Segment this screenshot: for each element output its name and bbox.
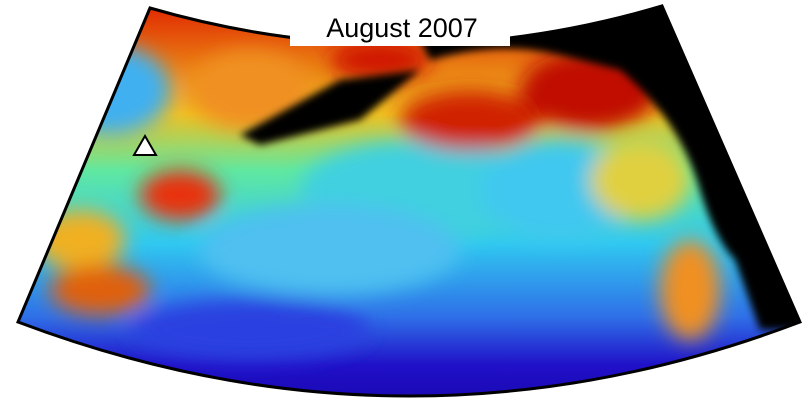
map-title: August 2007 [326, 13, 478, 43]
map: August 2007 [0, 0, 804, 406]
map-area [0, 0, 804, 406]
page: {"map": {"title": "August 2007"}} [0, 0, 804, 406]
